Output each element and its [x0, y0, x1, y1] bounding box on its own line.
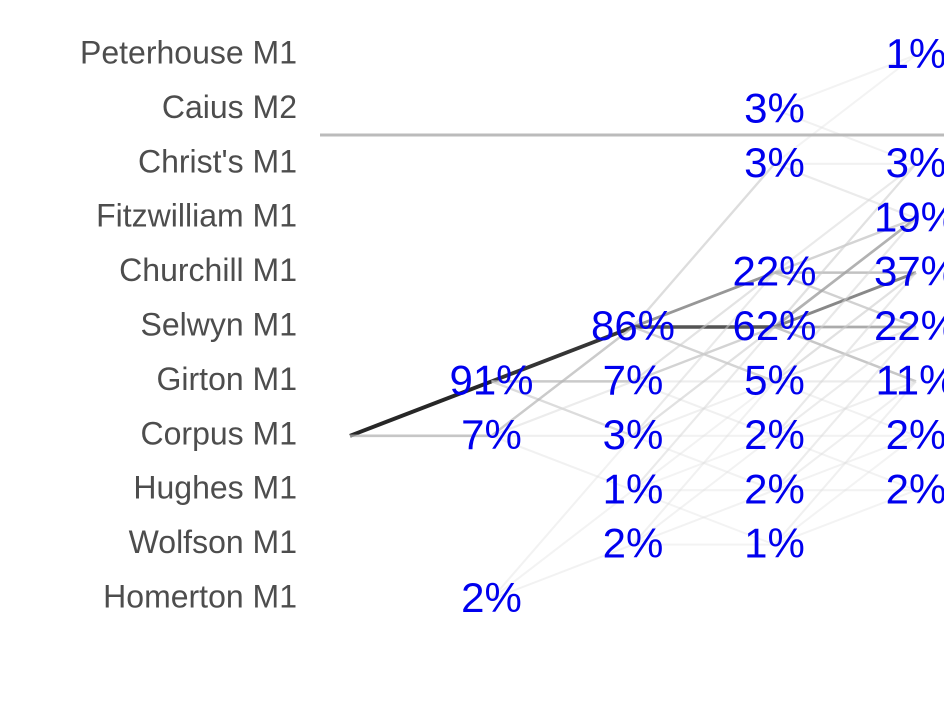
probability-label: 3% — [886, 139, 944, 186]
probability-label: 2% — [461, 574, 522, 621]
probability-label: 1% — [886, 30, 944, 77]
probability-label: 2% — [886, 411, 944, 458]
transition — [632, 434, 775, 492]
probability-label: 5% — [744, 356, 805, 403]
transition — [773, 163, 917, 328]
probability-label: 3% — [744, 84, 805, 131]
probability-label: 2% — [603, 520, 664, 567]
probability-label: 1% — [603, 465, 664, 512]
transition — [349, 379, 493, 438]
probability-label: 2% — [744, 465, 805, 512]
transition — [632, 380, 776, 492]
transition — [491, 543, 634, 600]
probability-label: 19% — [874, 193, 944, 240]
transition — [774, 380, 917, 437]
transition — [774, 434, 917, 492]
crew-label: Girton M1 — [157, 361, 297, 397]
transition — [632, 380, 775, 437]
transition — [491, 380, 634, 437]
transition — [774, 489, 917, 546]
transition — [773, 380, 917, 546]
crew-label: Caius M2 — [162, 89, 297, 125]
probability-label: 22% — [874, 302, 944, 349]
transition — [632, 434, 776, 546]
transition — [774, 434, 917, 492]
probability-label: 22% — [732, 248, 816, 295]
probability-label: 3% — [603, 411, 664, 458]
crew-label: Homerton M1 — [103, 578, 297, 614]
transition — [632, 380, 776, 546]
edges — [349, 54, 917, 600]
transition — [632, 271, 776, 437]
transition — [774, 162, 917, 220]
transition — [774, 380, 917, 437]
crew-label: Christ's M1 — [138, 143, 297, 179]
transition — [632, 326, 776, 437]
transition — [632, 380, 775, 437]
transition — [773, 434, 917, 546]
transition — [773, 162, 917, 274]
transition — [490, 435, 634, 600]
probability-label: 37% — [874, 248, 944, 295]
transition — [632, 489, 775, 546]
transition — [632, 271, 776, 329]
probability-label: 86% — [591, 302, 675, 349]
transition — [632, 325, 775, 383]
crew-label: Peterhouse M1 — [80, 34, 297, 70]
crew-label: Hughes M1 — [133, 470, 297, 506]
probability-label: 2% — [744, 411, 805, 458]
probability-label: 7% — [603, 356, 664, 403]
probability-label: 7% — [461, 411, 522, 458]
transition — [773, 217, 917, 329]
probability-label: 62% — [732, 302, 816, 349]
transition — [773, 271, 917, 383]
probability-label: 1% — [744, 520, 805, 567]
transition — [632, 163, 776, 328]
probability-label: 3% — [744, 139, 805, 186]
transition — [490, 489, 634, 600]
transition — [773, 271, 917, 437]
transition — [773, 217, 917, 383]
probability-label: 91% — [449, 356, 533, 403]
probability-label: 11% — [876, 356, 944, 403]
transition — [773, 54, 917, 165]
transition — [632, 434, 775, 492]
transition — [774, 108, 917, 165]
crew-label: Churchill M1 — [119, 252, 297, 288]
transition — [491, 380, 634, 437]
transition — [490, 326, 634, 437]
crew-label: Corpus M1 — [141, 415, 298, 451]
crew-label: Selwyn M1 — [141, 306, 298, 342]
crew-label: Wolfson M1 — [129, 524, 297, 560]
transition — [490, 325, 634, 384]
transition — [774, 54, 917, 111]
transition — [773, 326, 917, 437]
transition — [632, 489, 775, 546]
probability-label: 2% — [886, 465, 944, 512]
transition — [773, 380, 917, 492]
transition — [632, 271, 776, 383]
transition — [632, 326, 776, 491]
transition — [491, 434, 634, 492]
crew-label: Fitzwilliam M1 — [96, 198, 297, 234]
transition — [773, 326, 917, 491]
